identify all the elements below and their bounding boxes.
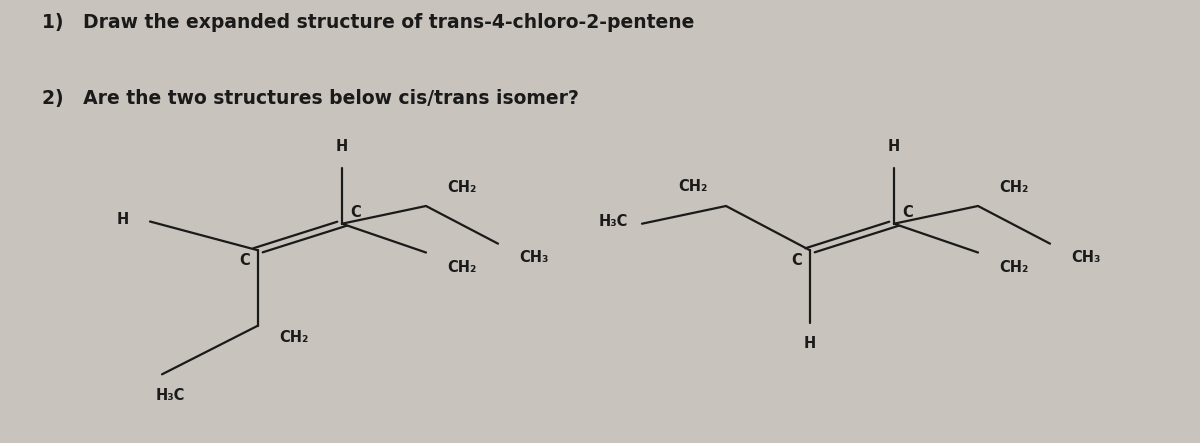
Text: H₃C: H₃C: [599, 214, 628, 229]
Text: CH₂: CH₂: [1000, 180, 1028, 195]
Text: CH₂: CH₂: [679, 179, 708, 194]
Text: CH₂: CH₂: [448, 180, 476, 195]
Text: CH₂: CH₂: [1000, 260, 1028, 276]
Text: CH₃: CH₃: [1072, 250, 1100, 265]
Text: H: H: [888, 139, 900, 154]
Text: CH₃: CH₃: [520, 250, 548, 265]
Text: C: C: [902, 205, 913, 220]
Text: 2)   Are the two structures below cis/trans isomer?: 2) Are the two structures below cis/tran…: [42, 89, 578, 108]
Text: C: C: [791, 253, 802, 268]
Text: C: C: [239, 253, 250, 268]
Text: H₃C: H₃C: [156, 388, 185, 403]
Text: 1)   Draw the expanded structure of trans-4-chloro-2-pentene: 1) Draw the expanded structure of trans-…: [42, 13, 695, 32]
Text: CH₂: CH₂: [280, 330, 308, 345]
Text: C: C: [350, 205, 361, 220]
Text: CH₂: CH₂: [448, 260, 476, 276]
Text: H: H: [116, 212, 128, 227]
Text: H: H: [804, 336, 816, 351]
Text: H: H: [336, 139, 348, 154]
